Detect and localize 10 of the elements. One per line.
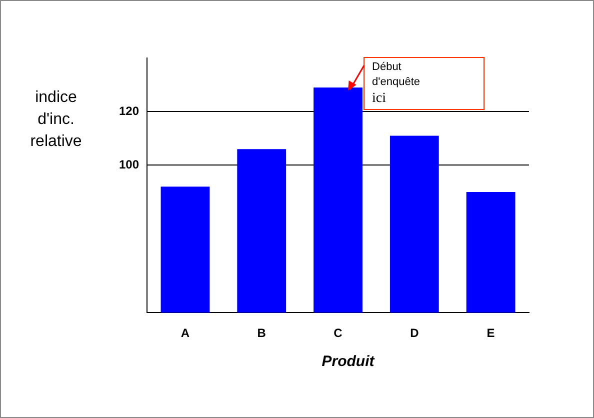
x-tick-label: E [486, 326, 495, 340]
y-tick-label: 100 [118, 158, 140, 172]
x-tick-label: D [410, 326, 420, 340]
y-tick-label: 120 [118, 104, 140, 118]
x-axis-title: Produit [322, 353, 376, 370]
x-tick-label: A [180, 326, 190, 340]
y-axis-title: indice d'inc. relative [30, 89, 82, 150]
x-tick-label: C [334, 326, 343, 340]
x-tick-label: B [257, 326, 266, 340]
annotation: Début d'enquête ici [372, 61, 420, 106]
